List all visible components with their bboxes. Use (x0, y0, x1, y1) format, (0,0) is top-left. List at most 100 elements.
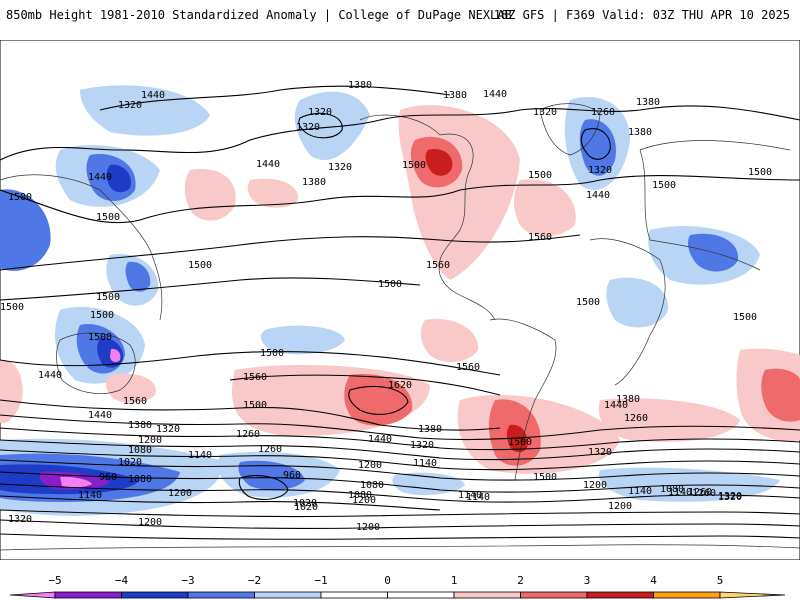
colorbar-band (121, 591, 189, 599)
colorbar-low-extension (9, 591, 56, 599)
contour-1320-bottom (0, 533, 800, 540)
contour-1380-south (0, 427, 800, 451)
contour-960-loop (238, 475, 289, 500)
contour-label: 1500 (96, 292, 120, 303)
contour-label: 1200 (352, 495, 376, 506)
coast-africa (589, 238, 666, 386)
contour-label: 1380 (616, 394, 640, 405)
contour-label: 1500 (188, 260, 212, 271)
contour-label: 1380 (628, 127, 652, 138)
contour-label: 1260 (591, 107, 615, 118)
anomaly-map: 1440 1380 1320 1380 1440 1320 1380 1320 1380 1260… (0, 40, 800, 560)
contour-label: 1140 (188, 450, 212, 461)
contour-label: 1320 (588, 165, 612, 176)
contour-label: 1440 (586, 190, 610, 201)
anomaly-fill-hudson-bay-core (425, 149, 453, 176)
contour-label: 1380 (636, 97, 660, 108)
map-header: 850mb Height 1981-2010 Standardized Anom… (0, 0, 800, 32)
contour-1500-tropics-south (0, 351, 501, 376)
anomaly-fill-south-indian (106, 373, 156, 403)
colorbar-tick-label: −2 (248, 574, 261, 587)
contour-1200-bottom (0, 519, 800, 530)
colorbar-band (387, 591, 455, 599)
contour-1500-tropics (0, 277, 421, 301)
contour-1500-south (0, 399, 501, 431)
contour-label: 1260 (688, 487, 712, 498)
contour-label: 1440 (88, 410, 112, 421)
contour-label: 1560 (528, 232, 552, 243)
contour-label: 1320 (588, 447, 612, 458)
coast-north-america (359, 114, 496, 321)
contour-label: 1200 (356, 522, 380, 533)
anomaly-colorbar: −5 −4 −3 −2 −1 0 1 2 3 4 5 (9, 574, 786, 599)
coast-antarctica (0, 544, 800, 551)
contour-label: 1500 (402, 160, 426, 171)
contour-1080-south (0, 483, 800, 503)
contour-label: 1320 (410, 440, 434, 451)
anomaly-fill-china-inner (125, 261, 151, 292)
colorbar-tick-label: −3 (181, 574, 194, 587)
anomaly-fill-west-edge (0, 189, 51, 271)
contour-1560-tropics-north (0, 234, 581, 271)
contour-label: 1500 (0, 302, 24, 313)
contour-label: 1500 (652, 180, 676, 191)
colorbar-band (520, 591, 588, 599)
contour-label: 1140 (78, 490, 102, 501)
contour-label: 1560 (243, 372, 267, 383)
colorbar-band (586, 591, 654, 599)
anomaly-fill-south-pacific-small (260, 325, 345, 355)
contour-label: 1200 (138, 517, 162, 528)
contour-label: 1140 (466, 492, 490, 503)
colorbar-tick-label: 2 (517, 574, 524, 587)
contour-label: 1440 (141, 90, 165, 101)
anomaly-fill-australia-center (110, 348, 121, 363)
contour-label: 1080 (360, 480, 384, 491)
colorbar-tick-label: 3 (584, 574, 591, 587)
anomaly-fill-indian-ocean-core (761, 368, 800, 422)
contour-label: 1320 (533, 107, 557, 118)
colorbar-band (320, 591, 388, 599)
contour-label: 1320 (718, 492, 742, 503)
contour-label: 1140 (458, 490, 482, 501)
contour-1380-north (99, 85, 451, 111)
contour-label: 960 (99, 472, 117, 483)
contour-label: 1140 (668, 487, 692, 498)
contour-label: 1320 (8, 514, 32, 525)
anomaly-fill-north-pacific-west (80, 85, 210, 136)
coast-asia-west (0, 174, 163, 321)
contour-label: 1140 (413, 458, 437, 469)
contour-label: 1500 (90, 310, 114, 321)
anomaly-fill-greenland-low-inner (579, 119, 616, 176)
colorbar-tick-label: −4 (115, 574, 129, 587)
anomaly-fill-asia-1-core (106, 164, 132, 193)
contour-1260-south (0, 449, 800, 471)
colorbar-ticks: −5 −4 −3 −2 −1 0 1 2 3 4 5 (48, 574, 723, 587)
contour-label: 1620 (388, 380, 412, 391)
coast-south-america (489, 318, 557, 481)
contour-label: 1440 (38, 370, 62, 381)
contour-label: 1260 (236, 429, 260, 440)
contour-label: 1500 (533, 472, 557, 483)
contour-label: 1560 (123, 396, 147, 407)
contour-1320-south (0, 439, 800, 461)
contour-label: 1260 (624, 413, 648, 424)
contour-label: 1380 (348, 80, 372, 91)
contour-label: 1500 (96, 212, 120, 223)
contour-label: 1200 (138, 435, 162, 446)
contour-label: 1320 (718, 491, 742, 502)
map-title: 850mb Height 1981-2010 Standardized Anom… (6, 8, 512, 22)
contour-label: 1500 (243, 400, 267, 411)
contour-label: 1020 (294, 502, 318, 513)
anomaly-fill-east-asia (184, 169, 236, 221)
anomaly-fill-east-pacific (420, 319, 479, 362)
contour-label: 1500 (8, 192, 32, 203)
colorbar-band (187, 591, 255, 599)
anomaly-fill-southern-ocean-mid-2 (238, 460, 305, 490)
contour-label: 1380 (302, 177, 326, 188)
contour-label: 1500 (748, 167, 772, 178)
contour-label: 1200 (608, 501, 632, 512)
contour-1320-loop (298, 112, 343, 139)
anomaly-fill-west-pos (0, 359, 23, 424)
contour-label: 1500 (260, 348, 284, 359)
contour-1320-greenland (580, 128, 611, 160)
